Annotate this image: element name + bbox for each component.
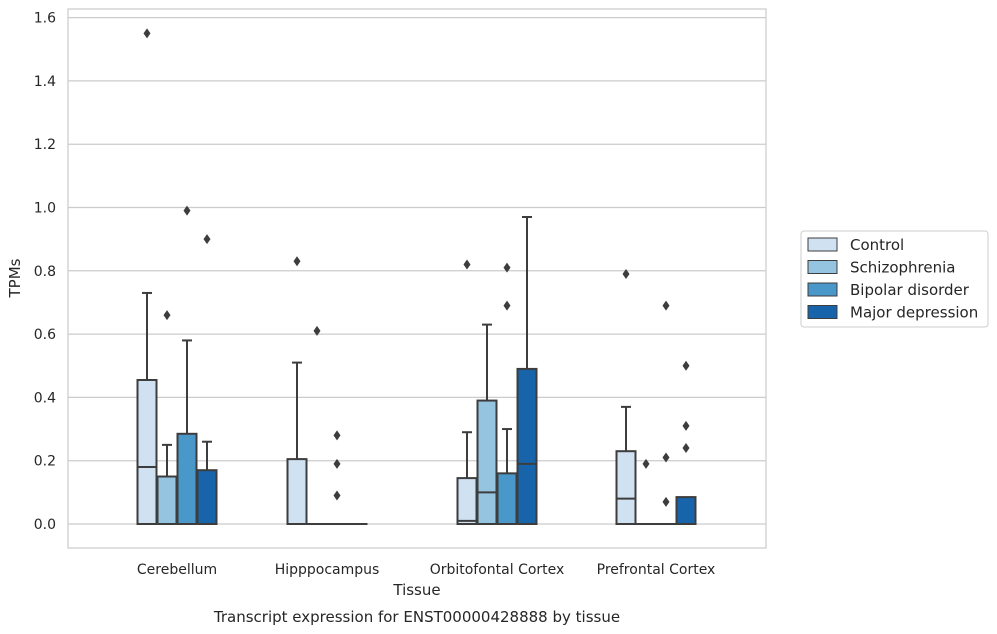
box-rect: [176, 432, 198, 525]
box-bipolar-disorder: [326, 430, 348, 526]
x-tick-label: Orbitofontal Cortex: [430, 562, 565, 578]
outlier-point: [143, 28, 151, 39]
box-control: [456, 259, 478, 526]
legend-label: Bipolar disorder: [850, 281, 970, 299]
y-tick-label: 1.4: [34, 74, 56, 90]
x-axis-title: Tissue: [392, 581, 440, 599]
legend-frame: [800, 230, 989, 328]
x-tick-label: Hipppocampus: [275, 562, 380, 578]
box-rect: [196, 469, 218, 526]
box-rect: [476, 399, 498, 525]
box-bipolar-disorder: [496, 262, 518, 525]
box-major-depression: [516, 215, 538, 526]
y-tick-label: 0.4: [34, 390, 56, 406]
outlier-point: [682, 420, 690, 431]
legend-swatch: [807, 237, 838, 252]
outlier-point: [293, 256, 301, 267]
outlier-point: [333, 458, 341, 469]
y-axis-ticks: 0.0 0.2 0.4 0.6 0.8 1.0 1.2 1.4 1.6: [34, 11, 56, 533]
outlier-point: [662, 452, 670, 463]
box-control: [136, 28, 158, 525]
box-rect: [615, 450, 637, 525]
outlier-point: [503, 300, 511, 311]
outlier-point: [203, 234, 211, 245]
outlier-point: [313, 325, 321, 336]
box-control: [286, 256, 308, 525]
outlier-point: [163, 310, 171, 321]
box-rect: [496, 472, 518, 525]
plot-background: [68, 9, 766, 548]
outlier-point: [463, 259, 471, 270]
legend-swatch: [807, 282, 838, 297]
box-rect: [156, 475, 178, 525]
x-tick-label: Cerebellum: [137, 562, 217, 578]
y-tick-label: 0.8: [34, 264, 56, 280]
box-control: [615, 268, 637, 525]
outlier-point: [333, 490, 341, 501]
y-axis-title: TPMs: [6, 258, 24, 298]
box-rect: [136, 378, 158, 525]
box-major-depression: [675, 360, 697, 526]
legend: Control Schizophrenia Bipolar disorder Majo…: [800, 230, 989, 328]
y-tick-label: 0.2: [34, 454, 56, 470]
outlier-point: [642, 458, 650, 469]
box-rect: [456, 477, 478, 526]
x-tick-label: Prefrontal Cortex: [597, 562, 716, 578]
outlier-point: [662, 300, 670, 311]
chart-caption: Transcript expression for ENST0000042888…: [213, 608, 620, 626]
box-rect: [286, 458, 308, 525]
box-groups: [136, 28, 697, 526]
legend-label: Major depression: [850, 304, 978, 322]
legend-label: Control: [850, 236, 904, 254]
legend-label: Schizophrenia: [850, 259, 955, 277]
y-tick-label: 1.0: [34, 201, 56, 217]
y-tick-label: 0.6: [34, 327, 56, 343]
outlier-point: [682, 443, 690, 454]
box-major-depression: [196, 234, 218, 526]
outlier-point: [503, 262, 511, 273]
outlier-point: [333, 430, 341, 441]
x-axis-ticks: Cerebellum Hipppocampus Orbitofontal Corte…: [137, 562, 715, 578]
plot-frame: [67, 8, 767, 549]
box-rect: [516, 367, 538, 526]
outlier-point: [682, 360, 690, 371]
legend-swatch: [807, 305, 838, 319]
box-schizophrenia: [476, 323, 498, 525]
outlier-point: [662, 496, 670, 507]
outlier-point: [622, 268, 630, 279]
y-tick-label: 0.0: [34, 517, 56, 533]
outlier-point: [183, 205, 191, 216]
box-schizophrenia: [156, 310, 178, 525]
box-schizophrenia: [635, 458, 657, 526]
y-tick-label: 1.6: [34, 11, 56, 27]
legend-swatch: [807, 260, 838, 274]
y-tick-label: 1.2: [34, 137, 56, 153]
box-rect: [675, 496, 697, 526]
